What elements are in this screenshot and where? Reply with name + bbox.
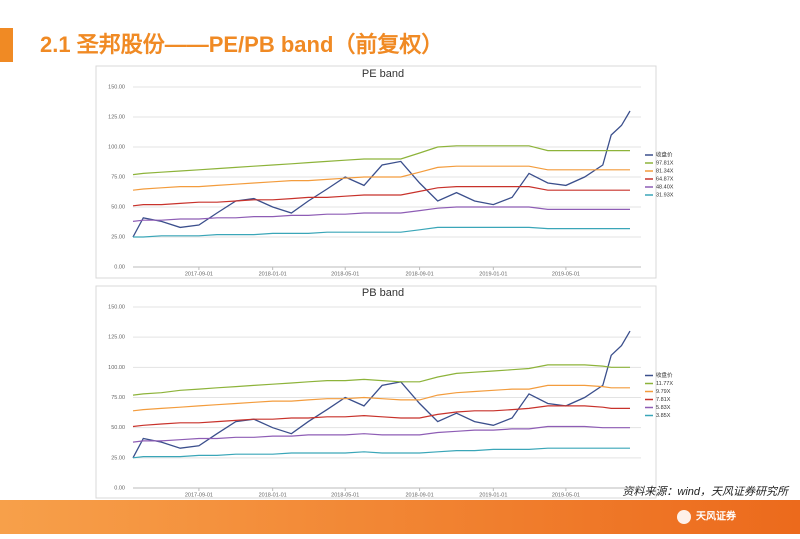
legend-label: 收盘价 [656, 371, 673, 379]
series-line [132, 186, 630, 207]
series-line [132, 364, 630, 396]
y-tick-label: 100.00 [108, 144, 125, 150]
y-tick-label: 0.00 [114, 485, 125, 491]
x-tick-label: 2018-09-01 [406, 271, 434, 277]
y-tick-label: 150.00 [108, 304, 125, 310]
series-line [132, 384, 630, 412]
series-line [132, 165, 630, 191]
series-line [132, 110, 631, 238]
series-line [132, 206, 630, 222]
legend-label: 81.34X [656, 168, 674, 174]
x-tick-label: 2019-05-01 [552, 492, 580, 498]
y-tick-label: 125.00 [108, 335, 125, 341]
y-tick-label: 100.00 [108, 365, 125, 371]
series-line [132, 447, 630, 459]
chart-title: PE band [362, 68, 404, 80]
legend-label: 97.81X [656, 160, 674, 166]
x-tick-label: 2018-05-01 [331, 492, 359, 498]
legend-label: 7.81X [656, 397, 671, 403]
series-line [132, 330, 631, 459]
x-tick-label: 2017-09-01 [185, 492, 213, 498]
slide-title: 2.1 圣邦股份——PE/PB band（前复权） [40, 32, 443, 57]
y-tick-label: 50.00 [111, 204, 125, 210]
y-tick-label: 75.00 [111, 395, 125, 401]
chart-title: PB band [362, 287, 404, 299]
y-tick-label: 0.00 [114, 264, 125, 270]
legend-label: 3.85X [656, 413, 671, 419]
series-line [133, 226, 630, 238]
series-line [132, 145, 630, 176]
x-tick-label: 2019-01-01 [479, 492, 507, 498]
series-line [132, 425, 630, 443]
logo-text: 天风证券 [696, 510, 737, 523]
x-tick-label: 2019-05-01 [552, 271, 580, 277]
series-line [132, 405, 630, 428]
y-tick-label: 150.00 [108, 84, 125, 90]
legend-label: 64.87X [656, 176, 674, 182]
legend-label: 9.79X [656, 389, 671, 395]
x-tick-label: 2018-09-01 [406, 492, 434, 498]
source-note: 资料来源：wind，天风证券研究所 [622, 485, 790, 498]
y-tick-label: 50.00 [111, 425, 125, 431]
legend-label: 11.77X [656, 381, 673, 387]
x-tick-label: 2017-09-01 [185, 271, 213, 277]
legend-label: 5.83X [656, 405, 671, 411]
x-tick-label: 2018-01-01 [259, 271, 287, 277]
legend-label: 48.40X [656, 184, 674, 190]
logo-icon [677, 510, 691, 524]
x-tick-label: 2018-01-01 [259, 492, 287, 498]
legend-label: 31.93X [656, 192, 674, 198]
y-tick-label: 125.00 [108, 114, 125, 120]
y-tick-label: 25.00 [111, 234, 125, 240]
footer-bar [0, 500, 800, 534]
x-tick-label: 2019-01-01 [479, 271, 507, 277]
legend-label: 收盘价 [656, 150, 673, 158]
title-accent [0, 28, 13, 62]
y-tick-label: 75.00 [111, 174, 125, 180]
y-tick-label: 25.00 [111, 455, 125, 461]
x-tick-label: 2018-05-01 [331, 271, 359, 277]
